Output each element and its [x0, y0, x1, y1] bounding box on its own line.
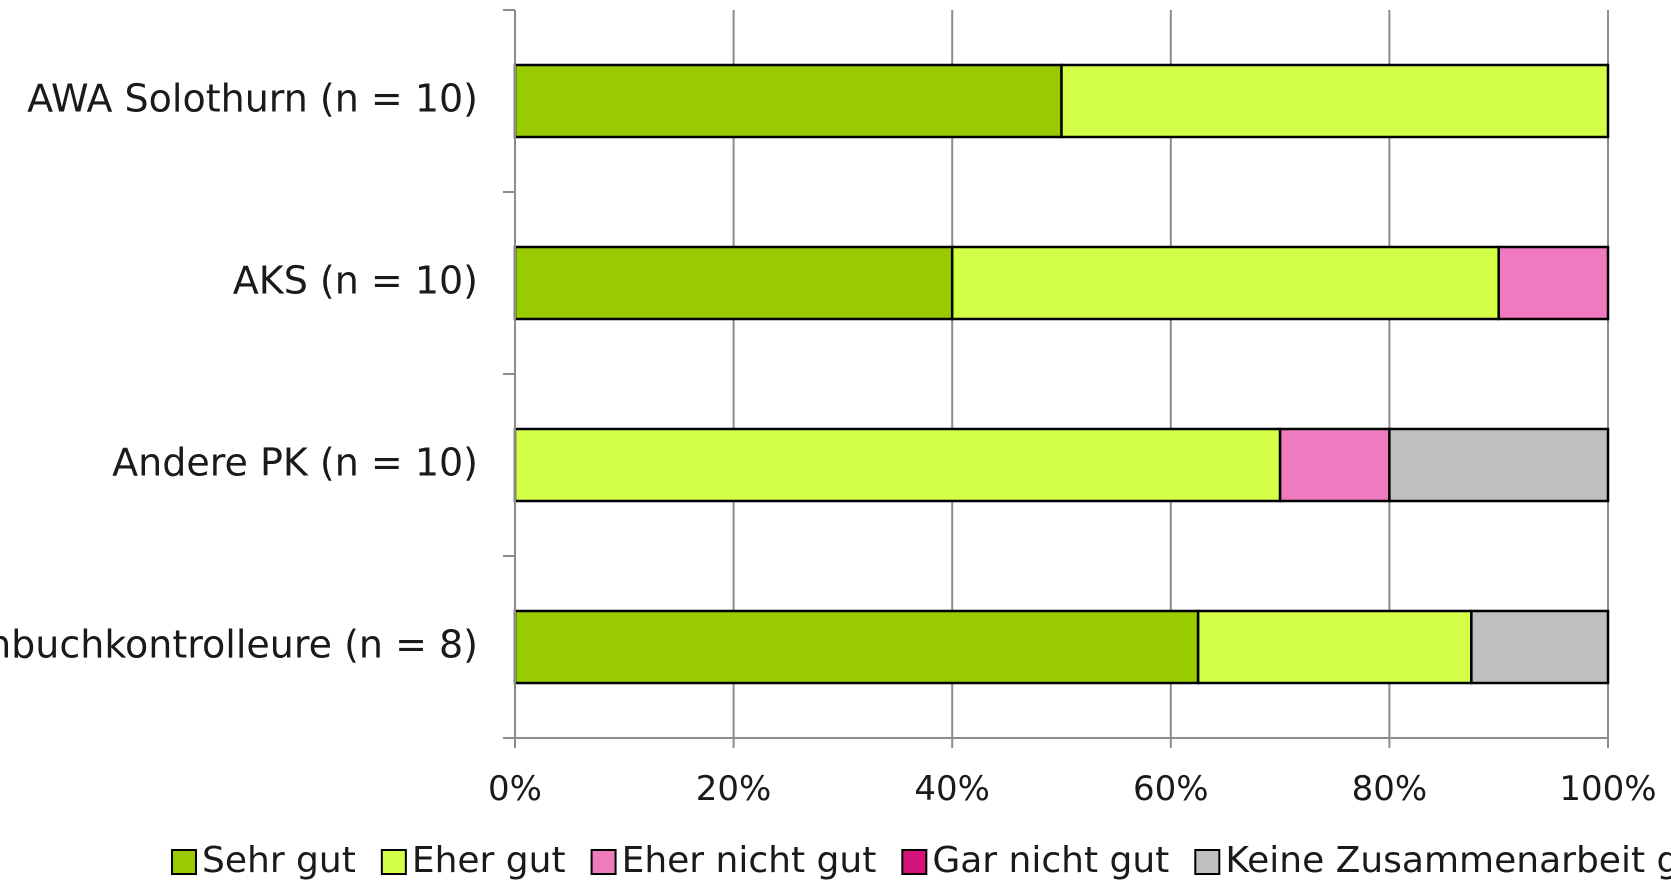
x-tick-label: 100% — [1559, 769, 1656, 809]
legend-swatch — [380, 849, 407, 875]
category-labels: AWA Solothurn (n = 10) AKS (n = 10) Andere… — [0, 77, 478, 667]
legend: Sehr gut Eher gut Eher nicht gut Gar nicht … — [171, 840, 1671, 881]
legend-swatch — [590, 849, 617, 875]
bar-segment — [1497, 245, 1610, 321]
legend-label: Eher gut — [412, 840, 566, 881]
category-label: AKS (n = 10) — [233, 259, 478, 303]
x-tick-labels: 0% 20% 40% 60% 80% 100% — [488, 769, 1657, 809]
legend-swatch — [901, 849, 928, 875]
legend-label: Sehr gut — [202, 840, 356, 881]
bar-segment — [1388, 427, 1610, 503]
x-tick-label: 20% — [696, 769, 772, 809]
legend-swatch — [171, 849, 197, 875]
bar-segment — [1470, 609, 1610, 685]
bars — [513, 63, 1610, 685]
category-label: Andere PK (n = 10) — [112, 441, 478, 485]
legend-swatch — [1194, 849, 1221, 875]
legend-label: Eher nicht gut — [622, 840, 877, 881]
bar-segment — [513, 609, 1200, 685]
bar-segment — [513, 63, 1063, 139]
category-label: AWA Solothurn (n = 10) — [27, 77, 478, 121]
bar-segment — [1060, 63, 1610, 139]
legend-label: Gar nicht gut — [932, 840, 1169, 881]
bar-segment — [1196, 609, 1473, 685]
bar-segment — [513, 427, 1282, 503]
bar-segment — [513, 245, 954, 321]
axes — [503, 9, 1609, 748]
legend-label: Keine Zusammenarbeit gehabt — [1225, 840, 1671, 881]
bar-segment — [1278, 427, 1391, 503]
x-tick-label: 80% — [1352, 769, 1428, 809]
bar-segment — [950, 245, 1500, 321]
category-label: Lohnbuchkontrolleure (n = 8) — [0, 623, 478, 667]
x-tick-label: 40% — [914, 769, 990, 809]
x-tick-label: 60% — [1133, 769, 1209, 809]
x-tick-label: 0% — [488, 769, 542, 809]
